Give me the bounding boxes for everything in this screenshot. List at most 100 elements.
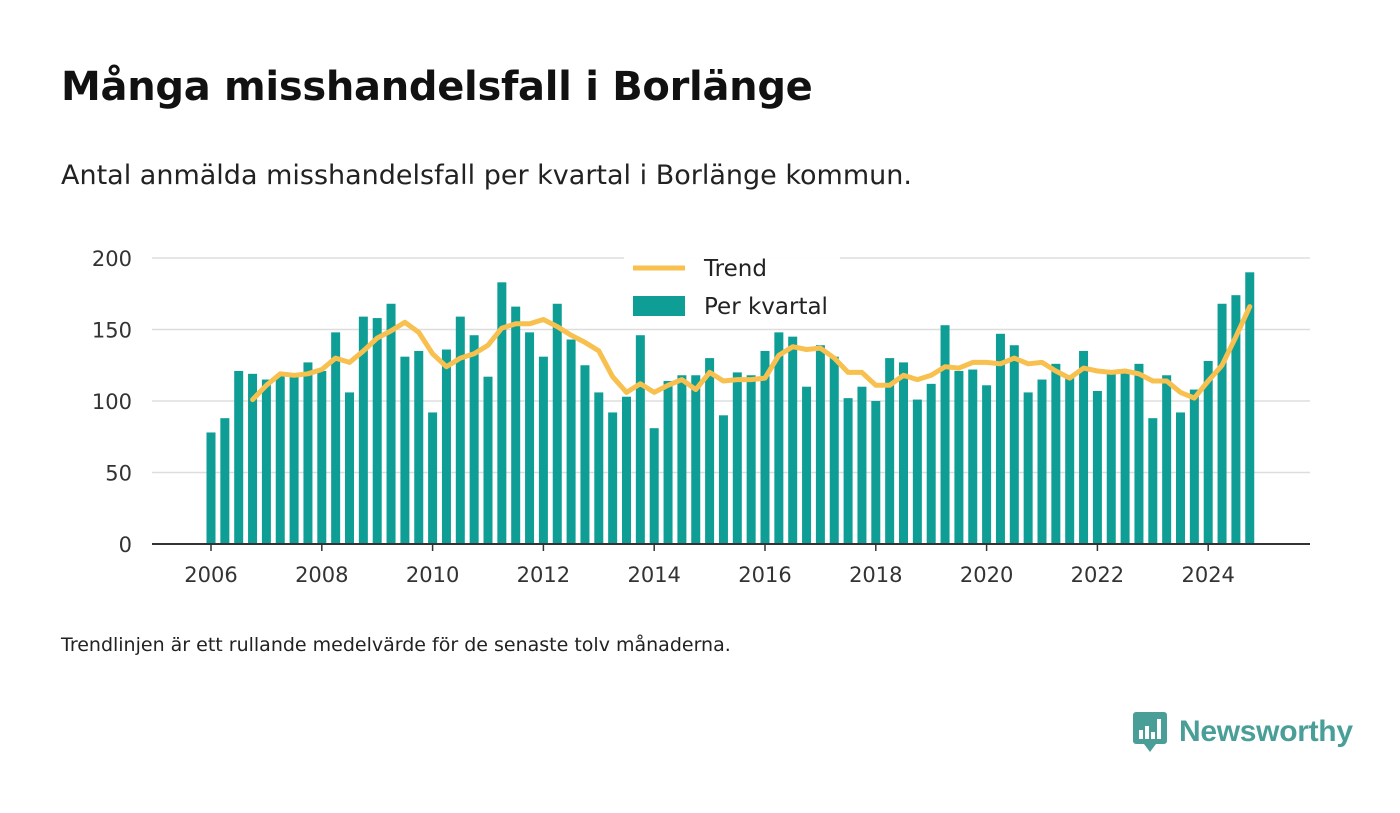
x-tick-label: 2022 (1071, 563, 1124, 587)
bar (248, 373, 258, 544)
bar (635, 335, 645, 544)
bar (746, 375, 756, 544)
bar (331, 332, 341, 544)
x-axis (152, 543, 1310, 551)
bar (1245, 272, 1255, 544)
bar (1134, 363, 1144, 544)
bar (594, 392, 604, 544)
bar (303, 362, 313, 544)
bar (982, 385, 992, 544)
bar (1120, 372, 1130, 544)
bar (940, 325, 950, 544)
bar (234, 370, 244, 544)
bar (1079, 350, 1089, 544)
bar (1023, 392, 1033, 544)
bar (802, 386, 812, 544)
bar (1176, 412, 1185, 544)
bar (760, 350, 770, 544)
bar (1189, 389, 1199, 544)
bar (441, 349, 451, 544)
bar (400, 356, 410, 544)
footnote: Trendlinjen är ett rullande medelvärde f… (61, 634, 731, 656)
bar (968, 369, 978, 544)
bar (511, 306, 521, 544)
y-tick-label: 100 (92, 390, 132, 414)
bar (608, 412, 618, 544)
bar (732, 372, 742, 544)
y-tick-label: 150 (92, 319, 132, 343)
chart-subtitle: Antal anmälda misshandelsfall per kvarta… (61, 160, 912, 191)
x-tick-label: 2014 (627, 563, 680, 587)
x-tick-label: 2006 (184, 563, 237, 587)
bar (455, 316, 465, 544)
y-tick-label: 200 (92, 247, 132, 271)
y-tick-label: 50 (105, 462, 132, 486)
brand-logo: Newsworthy (1133, 712, 1353, 752)
x-tick-label: 2008 (295, 563, 348, 587)
chart-title: Många misshandelsfall i Borlänge (61, 64, 813, 110)
bar (857, 386, 867, 544)
legend-bar-swatch (633, 296, 685, 316)
bar (871, 401, 881, 544)
bar (1092, 390, 1102, 544)
bar (829, 356, 839, 544)
bar (372, 318, 382, 544)
bar (788, 336, 798, 544)
trend-series (250, 304, 1253, 403)
bar (912, 399, 922, 544)
legend-bar-label: Per kvartal (704, 294, 828, 320)
bar (954, 370, 964, 544)
bar (345, 392, 354, 544)
bar (1162, 375, 1172, 544)
x-tick-label: 2018 (849, 563, 902, 587)
bar (649, 428, 659, 544)
bar (580, 365, 590, 544)
bar (206, 432, 216, 544)
y-tick-label: 0 (119, 533, 132, 557)
bar (525, 332, 535, 544)
bar (774, 332, 784, 544)
bar (1148, 418, 1158, 544)
bar (1009, 345, 1019, 544)
bar (317, 370, 327, 544)
x-tick-label: 2016 (738, 563, 791, 587)
x-tick-label: 2020 (960, 563, 1013, 587)
bar (677, 375, 687, 544)
bar (899, 362, 908, 544)
bar (358, 316, 368, 544)
bar (275, 375, 285, 544)
bar (428, 412, 438, 544)
bar (705, 358, 715, 544)
legend-trend-label: Trend (703, 256, 767, 282)
bar (386, 303, 396, 544)
bar (220, 418, 230, 544)
bar (1203, 360, 1213, 544)
legend: Trend Per kvartal (624, 252, 840, 328)
bar (566, 339, 576, 544)
bar (261, 379, 271, 544)
x-axis-ticks: 2006 2008 2010 2012 2014 2016 2018 2020 2022 2024 (184, 563, 1235, 587)
x-tick-label: 2024 (1181, 563, 1234, 587)
bar (289, 376, 299, 544)
bar (1051, 363, 1061, 544)
bar (663, 380, 673, 544)
y-axis-ticks: 0 50 100 150 200 (92, 247, 132, 557)
bar (622, 396, 631, 544)
bar (483, 376, 493, 544)
bar (885, 358, 895, 544)
bar (538, 356, 548, 544)
bar (1231, 295, 1241, 544)
bar (995, 333, 1005, 544)
bar (926, 383, 936, 544)
x-tick-label: 2012 (517, 563, 570, 587)
bar (691, 375, 701, 544)
bar (1217, 303, 1227, 544)
bar (414, 350, 424, 544)
bar (1065, 376, 1075, 544)
bar (1106, 372, 1116, 544)
bar (552, 303, 562, 544)
chat-bar-chart-icon (1133, 712, 1167, 752)
bar (843, 398, 853, 544)
bar (497, 282, 507, 544)
bar (1037, 379, 1047, 544)
